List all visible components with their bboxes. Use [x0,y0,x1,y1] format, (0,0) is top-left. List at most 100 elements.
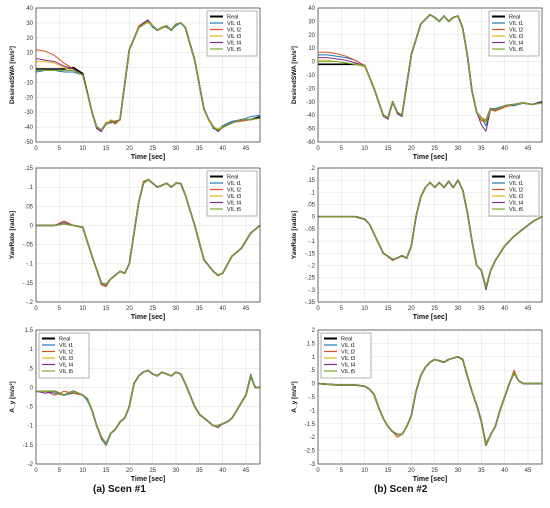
series-line-vil-t5 [36,20,261,131]
y-tick-label: 1.5 [25,328,34,334]
legend-label: VIL t2 [227,28,241,34]
y-axis-label: A_y [m/s²] [291,381,298,412]
y-tick-label: 40 [26,6,33,12]
series-line-vil-t5 [36,369,260,446]
y-tick-label: 1 [312,355,316,361]
y-tick-label: -2 [310,435,316,441]
legend-label: Real [509,15,520,21]
y-tick-label: .05 [25,204,34,210]
y-tick-label: -30 [24,110,33,116]
legend-label: VIL t5 [509,47,523,53]
x-tick-label: 40 [219,306,226,312]
y-tick-label: 10 [26,51,33,57]
x-tick-label: 5 [58,306,62,312]
y-tick-label: -30 [306,100,315,106]
legend-label: VIL t4 [227,201,241,207]
x-tick-label: 30 [455,468,462,474]
legend-label: Real [227,175,238,181]
x-tick-label: 20 [126,468,133,474]
legend-label: VIL t1 [227,21,241,27]
y-tick-label: -10 [306,73,315,79]
x-tick-label: 25 [431,468,438,474]
y-tick-label: .15 [25,166,34,172]
y-tick-label: 0 [30,223,34,229]
y-tick-label: 0 [312,60,316,66]
x-tick-label: 5 [340,306,344,312]
y-tick-label: -.5 [308,395,316,401]
y-tick-label: -.05 [23,243,34,249]
series-line-vil-t5 [318,179,543,288]
y-tick-label: -60 [306,140,315,146]
legend-label: Real [59,337,70,343]
y-tick-label: -1 [310,408,316,414]
x-tick-label: 35 [478,146,485,152]
x-tick-label: 45 [243,146,250,152]
y-tick-label: 0 [30,66,34,72]
legend-label: VIL t4 [509,201,523,207]
x-tick-label: 5 [340,146,344,152]
y-axis-label: YawRate [rad/s] [291,211,298,259]
y-tick-label: .2 [310,166,316,172]
x-tick-label: 20 [126,306,133,312]
x-tick-label: 10 [79,146,86,152]
legend-label: VIL t1 [509,21,523,27]
legend-label: VIL t4 [509,41,523,47]
x-tick-label: 10 [361,146,368,152]
chart-b2: 0 5 10 15 20 25 30 35 40 45 -.35 -.3 -.25 -.2 -.15 -.1 -… [291,166,543,321]
legend-label: VIL t2 [509,188,523,194]
x-tick-label: 35 [196,468,203,474]
y-tick-label: 20 [308,33,315,39]
y-tick-label: -.2 [26,300,34,306]
y-tick-label: 30 [308,19,315,25]
x-tick-label: 15 [103,468,110,474]
y-tick-label: -.1 [26,262,34,268]
x-tick-label: 40 [219,146,226,152]
y-tick-label: 2 [312,328,316,334]
x-tick-label: 0 [316,306,320,312]
x-tick-label: 20 [408,468,415,474]
y-tick-label: -2 [28,462,34,468]
legend-label: VIL t1 [341,343,355,349]
x-tick-label: 5 [340,468,344,474]
x-axis-label: Time [sec] [131,314,166,321]
x-tick-label: 35 [478,468,485,474]
x-tick-label: 30 [173,306,180,312]
x-tick-label: 0 [316,146,320,152]
y-tick-label: -1.5 [305,422,316,428]
legend-label: VIL t5 [227,207,241,213]
y-tick-label: -.15 [23,281,34,287]
y-tick-label: -40 [24,125,33,131]
x-tick-label: 30 [455,306,462,312]
plot-frame [317,329,543,465]
y-tick-label: -.05 [305,227,316,233]
x-tick-label: 20 [408,306,415,312]
x-tick-label: 0 [316,468,320,474]
x-tick-label: 5 [58,468,62,474]
series-line-vil-t5 [318,14,543,123]
x-tick-label: 45 [525,306,532,312]
legend-label: VIL t3 [227,34,241,40]
legend-label: VIL t1 [509,181,523,187]
y-tick-label: -3 [310,462,316,468]
legend-label: VIL t3 [509,34,523,40]
x-tick-label: 45 [243,468,250,474]
y-tick-label: .05 [307,203,316,209]
x-tick-label: 10 [79,468,86,474]
y-tick-label: 0 [312,215,316,221]
series-line-vil-t5 [36,179,261,286]
y-tick-label: 40 [308,6,315,12]
legend-box [38,332,90,379]
legend-label: VIL t4 [227,41,241,47]
legend-label: VIL t3 [509,194,523,200]
x-tick-label: 20 [408,146,415,152]
x-tick-label: 45 [525,468,532,474]
x-axis-label: Time [sec] [413,154,448,161]
series-line-vil-t5 [317,356,542,446]
x-tick-label: 15 [103,146,110,152]
y-tick-label: -.5 [26,405,34,411]
y-tick-label: .5 [310,368,316,374]
y-tick-label: .1 [310,190,316,196]
x-tick-label: 30 [173,468,180,474]
